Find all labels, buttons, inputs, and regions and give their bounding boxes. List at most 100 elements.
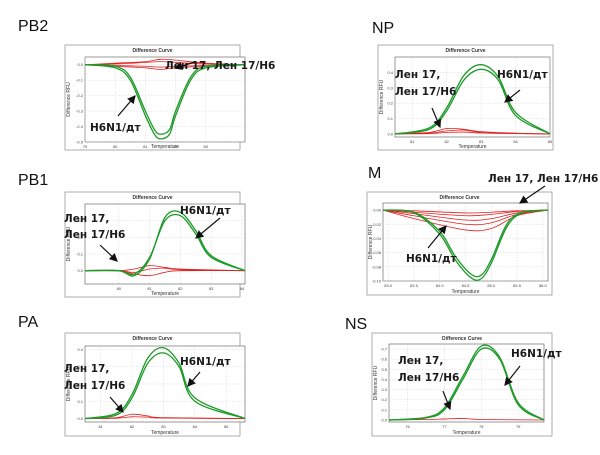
y-tick-label: -0.1 [76, 78, 84, 83]
x-axis-label: Temperature [452, 430, 480, 436]
series-line-red [85, 58, 245, 66]
annotation-arrow [431, 107, 442, 129]
y-tick-label: 0.0 [381, 417, 387, 422]
annotation-arrow [427, 225, 447, 249]
y-tick-label: 0.2 [381, 397, 387, 402]
x-tick-label: 79 [83, 144, 88, 149]
series-line-red [383, 209, 548, 232]
series-line-green [85, 352, 245, 420]
x-axis-label: Temperature [151, 430, 179, 436]
y-tick-label: 0.0 [77, 268, 83, 273]
panel-label: PB2 [18, 18, 48, 35]
plot-title: Difference Curve [439, 195, 479, 201]
x-tick-label: 86.0 [539, 283, 548, 288]
x-tick-label: 78 [479, 424, 484, 429]
panel-pb2: PB2 Difference Curve 79 80 81 82 83 0.0 -0.1 -0.2… [18, 18, 275, 151]
series-line-green [85, 64, 245, 140]
plot-area [84, 56, 246, 143]
annotation-arrow [195, 217, 221, 239]
y-tick-label: 0.1 [77, 252, 83, 257]
y-tick-label: 0.4 [381, 377, 387, 382]
annotation-label: H6N1/дт [497, 69, 549, 81]
series-line-red [85, 61, 245, 66]
x-tick-label: 81 [410, 139, 415, 144]
series-line-red [85, 416, 245, 419]
x-tick-label: 84.5 [462, 283, 471, 288]
x-tick-label: 84 [240, 286, 245, 291]
x-tick-label: 82 [173, 144, 178, 149]
x-axis-label: Temperature [151, 291, 179, 297]
y-tick-label: 0.0 [387, 131, 393, 136]
series-line-green [383, 209, 548, 281]
x-tick-label: 81 [143, 144, 148, 149]
panel-pb1: PB1 Difference Curve 80 81 82 83 84 0.3 0.2 0.1 0.… [18, 172, 246, 298]
panel-label: PB1 [18, 172, 48, 189]
y-tick-label: 0.4 [77, 347, 83, 352]
y-tick-label: -0.2 [76, 93, 84, 98]
annotation-label: Лен 17/Н6 [64, 380, 125, 392]
y-tick-label: 0.7 [381, 347, 387, 352]
y-tick-label: 0.0 [77, 416, 83, 421]
x-tick-label: 82 [444, 139, 449, 144]
y-tick-label: 0.5 [381, 367, 387, 372]
annotation-arrow [519, 185, 546, 204]
y-tick-label: 0.3 [77, 364, 83, 369]
annotation-arrow [504, 365, 521, 386]
y-tick-label: 0.4 [387, 70, 393, 75]
annotation-arrow [99, 244, 118, 262]
y-tick-label: 0.0 [77, 62, 83, 67]
plot-title: Difference Curve [442, 336, 482, 342]
x-tick-label: 82 [130, 424, 135, 429]
plot-title: Difference Curve [132, 195, 172, 201]
x-tick-label: 80 [113, 144, 118, 149]
plot-title: Difference Curve [132, 48, 172, 54]
annotation-arrow [504, 89, 521, 103]
y-tick-label: -0.5 [76, 140, 84, 145]
annotation-label: Лен 17, [64, 363, 109, 375]
y-tick-label: 0.3 [381, 387, 387, 392]
x-tick-label: 81 [98, 424, 103, 429]
y-tick-label: 0.6 [381, 357, 387, 362]
x-tick-label: 85.5 [513, 283, 522, 288]
x-axis-label: Temperature [451, 289, 479, 295]
annotation-arrow [109, 396, 124, 413]
x-tick-label: 83 [479, 139, 484, 144]
panel-label: NP [372, 20, 394, 37]
annotation-label: H6N1/дт [511, 348, 563, 360]
x-tick-label: 83 [161, 424, 166, 429]
y-tick-label: -0.06 [372, 250, 382, 255]
y-axis-label: Difference RFU [66, 82, 72, 117]
annotation-label: H6N1/дт [90, 122, 142, 134]
series-line-green [389, 344, 544, 421]
annotation-label: H6N1/дт [406, 253, 458, 265]
y-tick-label: -0.4 [76, 124, 84, 129]
annotation-label: Лен 17, Лен 17/Н6 [488, 173, 598, 185]
panel-label: PA [18, 314, 38, 331]
y-tick-label: 0.1 [387, 116, 393, 121]
x-tick-label: 83.0 [384, 283, 393, 288]
x-tick-label: 85.0 [487, 283, 496, 288]
series-line-green [85, 210, 245, 277]
y-axis-label: Difference RFU [379, 79, 385, 114]
panel-ns: NS Difference Curve 76 77 78 79 0.7 0.6 0.5 0.4 0.… [345, 316, 563, 437]
x-tick-label: 83 [204, 144, 209, 149]
x-tick-label: 83 [209, 286, 214, 291]
y-tick-label: -0.02 [372, 222, 382, 227]
panel-m: M Difference Curve 83.0 83.5 84.0 84.5 85.0 85.… [366, 165, 598, 296]
series-line-green [85, 64, 245, 135]
plot-title: Difference Curve [132, 336, 172, 342]
annotation-arrow [173, 61, 196, 70]
y-axis-label: Difference RFU [368, 224, 374, 259]
x-tick-label: 85 [548, 139, 553, 144]
annotation-label: H6N1/дт [180, 356, 232, 368]
x-tick-label: 76 [405, 424, 410, 429]
plot-area [394, 56, 551, 138]
series-line-green [383, 209, 548, 278]
annotation-label: Лен 17, [395, 69, 440, 81]
annotation-label: Лен 17, [398, 355, 443, 367]
x-tick-label: 80 [117, 286, 122, 291]
plot-title: Difference Curve [445, 48, 485, 54]
x-tick-label: 84.0 [436, 283, 445, 288]
x-axis-label: Temperature [151, 144, 179, 150]
